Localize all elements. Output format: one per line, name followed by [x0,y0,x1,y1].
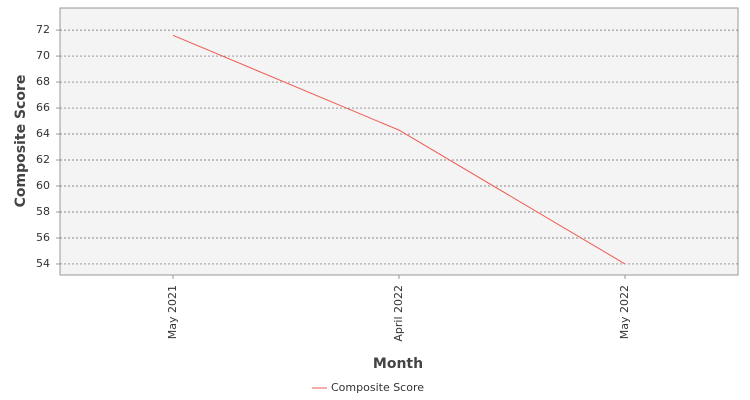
y-tick-label: 70 [36,49,50,62]
y-tick-label: 72 [36,23,50,36]
x-tick-label: April 2022 [392,285,405,342]
y-axis-title: Composite Score [13,75,29,208]
x-axis-title: Month [373,356,423,372]
y-tick-label: 66 [36,101,50,114]
plot-area [59,7,739,276]
x-tick-label: May 2021 [166,285,179,339]
x-tick-label: May 2022 [618,285,631,339]
y-tick-label: 68 [36,75,50,88]
series-line [172,34,626,265]
y-tick-label: 58 [36,205,50,218]
y-tick-label: 54 [36,257,50,270]
y-tick-label: 56 [36,231,50,244]
y-tick-label: 64 [36,127,50,140]
legend-label: Composite Score [331,381,424,394]
y-tick-label: 62 [36,153,50,166]
y-tick-label: 60 [36,179,50,192]
